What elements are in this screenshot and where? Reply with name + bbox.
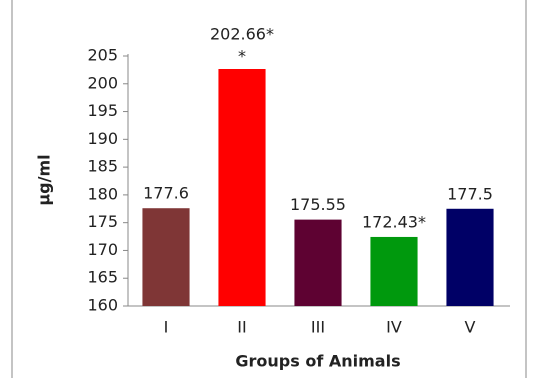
- y-axis-label: µg/ml: [35, 154, 54, 205]
- x-tick-label: V: [465, 318, 476, 337]
- value-label: 172.43*: [362, 212, 426, 231]
- value-label: 177.5: [447, 184, 493, 203]
- x-tick-label: I: [164, 318, 169, 337]
- y-tick-label: 190: [87, 129, 118, 148]
- y-tick-label: 205: [87, 46, 118, 65]
- y-tick-label: 200: [87, 73, 118, 92]
- annotation: *: [238, 47, 246, 66]
- value-label: 202.66*: [210, 25, 274, 44]
- x-tick-label: IV: [386, 318, 402, 337]
- x-tick-label: II: [237, 318, 246, 337]
- bar: [294, 219, 342, 306]
- bar: [446, 208, 494, 306]
- y-tick-label: 195: [87, 101, 118, 120]
- y-tick-label: 185: [87, 157, 118, 176]
- x-tick-label: III: [311, 318, 325, 337]
- y-tick-label: 170: [87, 240, 118, 259]
- y-tick-label: 175: [87, 212, 118, 231]
- bar: [142, 208, 190, 306]
- y-tick-label: 160: [87, 296, 118, 315]
- y-tick-label: 165: [87, 268, 118, 287]
- value-label: 175.55: [290, 195, 346, 214]
- bar: [218, 69, 266, 306]
- bar: [370, 236, 418, 306]
- x-axis-label: Groups of Animals: [235, 352, 400, 371]
- value-label: 177.6: [143, 184, 189, 203]
- y-tick-label: 180: [87, 184, 118, 203]
